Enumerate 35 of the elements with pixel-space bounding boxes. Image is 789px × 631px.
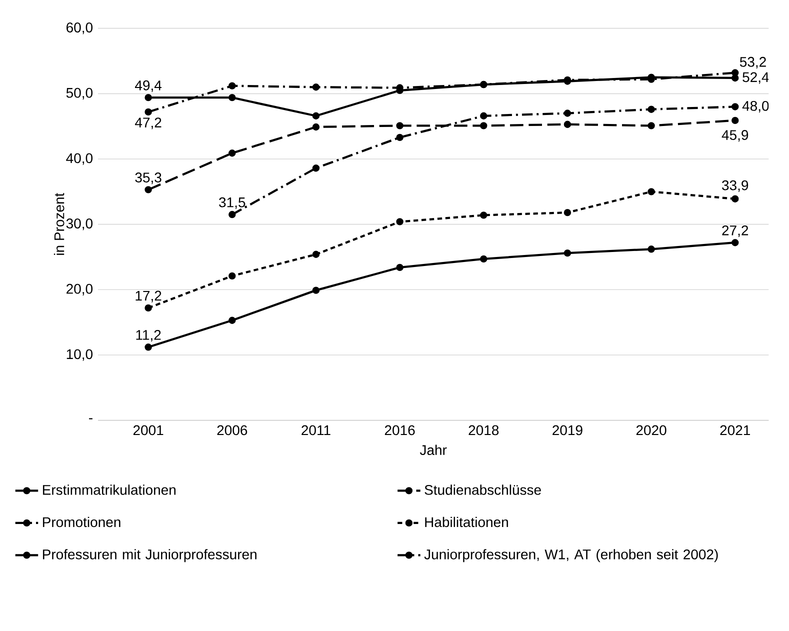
y-axis-title: in Prozent [54,192,64,255]
x-tick-label: 2020 [636,425,666,436]
x-axis-title: Jahr [420,444,447,456]
data-label: 33,9 [722,180,748,192]
data-label: 31,5 [219,197,246,209]
data-label: 48,0 [742,100,769,113]
x-tick-label: 2021 [720,425,750,436]
y-tick-label: 10,0 [66,349,93,361]
data-label: 45,9 [722,130,748,142]
y-tick-label: - [89,418,92,420]
data-label: 47,2 [134,118,162,130]
data-label: 53,2 [740,56,766,68]
y-tick-label: 30,0 [66,218,93,230]
y-tick-label: 50,0 [66,88,93,100]
x-tick-label: 2001 [133,425,164,436]
legend-label: Habilitationen [425,516,508,528]
legend-label: Professuren mit Juniorprofessuren [42,549,256,562]
y-tick-label: 20,0 [66,284,93,296]
data-label: 49,4 [134,80,162,92]
x-tick-label: 2006 [217,425,248,436]
data-label: 27,2 [722,225,748,238]
y-tick-label: 60,0 [66,22,93,34]
x-tick-label: 2019 [552,425,582,436]
data-label: 52,4 [742,72,769,84]
legend-label: Promotionen [42,516,120,528]
data-label: 17,2 [136,290,162,302]
data-label: 35,3 [135,172,162,184]
data-label: 11,2 [136,330,161,342]
legend-label: Studienabschlüsse [424,484,541,495]
x-tick-label: 2011 [302,425,330,436]
legend-label: Juniorprofessuren, W1, AT (erhoben seit 2002) [424,549,718,562]
x-tick-label: 2016 [384,425,415,436]
legend-label: Erstimmatrikulationen [42,484,176,495]
x-tick-label: 2018 [468,425,499,436]
y-tick-label: 40,0 [66,153,93,165]
